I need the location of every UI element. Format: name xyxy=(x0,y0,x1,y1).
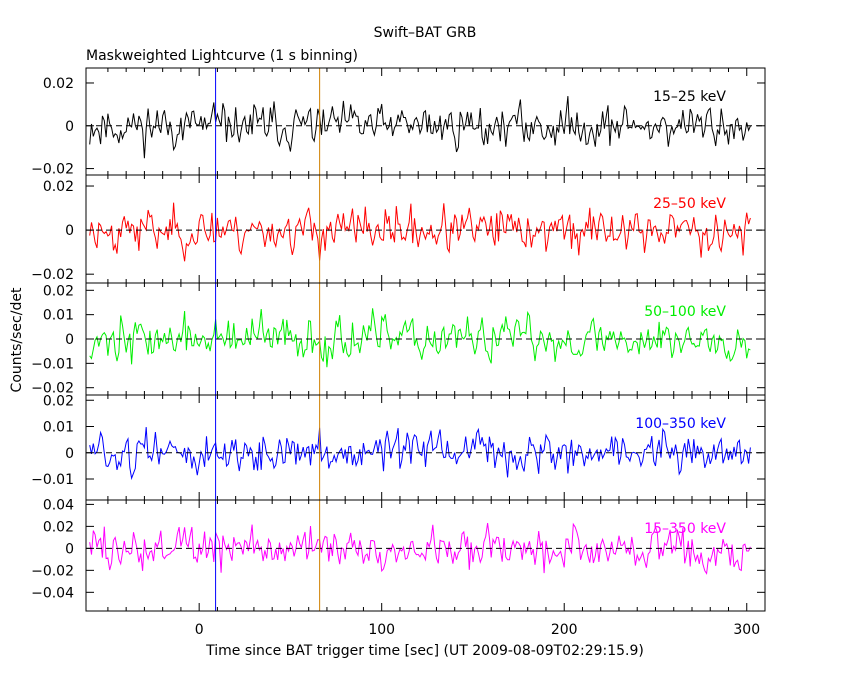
y-tick-label: −0.02 xyxy=(31,563,74,579)
x-tick-label: 0 xyxy=(195,622,204,638)
y-tick-label: 0.02 xyxy=(43,283,74,299)
panel-5: −0.04 −0.02 0 0.02 0.04 15–350 keV xyxy=(31,497,766,612)
y-tick-label: −0.02 xyxy=(31,162,74,178)
y-tick-label: −0.02 xyxy=(31,267,74,283)
panel-frame xyxy=(85,67,766,176)
lightcurve-series-5 xyxy=(89,522,751,575)
panel-3: −0.02 −0.01 0 0.01 0.02 50–100 keV xyxy=(31,282,766,397)
lightcurve-series-4 xyxy=(89,427,751,481)
chart-subtitle: Maskweighted Lightcurve (1 s binning) xyxy=(86,48,358,64)
band-label: 100–350 keV xyxy=(635,416,726,432)
lightcurve-series-3 xyxy=(89,308,751,368)
panel-1: −0.02 0 0.02 15–25 keV xyxy=(31,67,766,178)
y-tick-label: 0.02 xyxy=(43,519,74,535)
y-tick-label: 0.02 xyxy=(43,179,74,195)
panel-frame xyxy=(85,174,766,284)
lightcurve-series-2 xyxy=(89,202,751,262)
y-axis-label: Counts/sec/det xyxy=(9,287,25,392)
band-label: 50–100 keV xyxy=(644,304,726,320)
panel-frame xyxy=(85,499,766,612)
panel-4: −0.01 0 0.01 0.02 100–350 keV xyxy=(31,393,766,501)
y-tick-label: −0.01 xyxy=(31,356,74,372)
band-label: 25–50 keV xyxy=(653,196,726,212)
band-label: 15–350 keV xyxy=(644,521,726,537)
y-tick-label: 0.02 xyxy=(43,393,74,409)
y-tick-label: 0 xyxy=(65,119,74,135)
panel-2: −0.02 0 0.02 25–50 keV xyxy=(31,174,766,284)
chart-title: Swift–BAT GRB xyxy=(374,25,477,41)
lightcurve-series-1 xyxy=(89,96,751,159)
y-tick-label: −0.04 xyxy=(31,585,74,601)
y-tick-label: 0 xyxy=(65,446,74,462)
y-tick-label: −0.01 xyxy=(31,472,74,488)
y-tick-label: 0 xyxy=(65,332,74,348)
y-tick-label: 0.02 xyxy=(43,76,74,92)
y-tick-label: 0 xyxy=(65,223,74,239)
x-tick-label: 200 xyxy=(551,622,578,638)
band-label: 15–25 keV xyxy=(653,89,726,105)
y-tick-label: −0.02 xyxy=(31,381,74,397)
y-tick-label: 0.01 xyxy=(43,420,74,436)
x-tick-label: 300 xyxy=(733,622,760,638)
y-tick-label: 0.01 xyxy=(43,308,74,324)
y-tick-label: 0.04 xyxy=(43,497,74,513)
x-tick-label: 100 xyxy=(368,622,395,638)
y-tick-label: 0 xyxy=(65,541,74,557)
x-axis-label: Time since BAT trigger time [sec] (UT 20… xyxy=(205,643,644,659)
